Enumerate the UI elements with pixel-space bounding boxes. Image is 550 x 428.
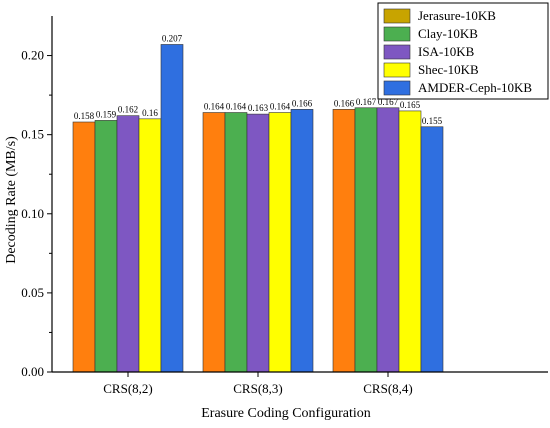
legend-label: ISA-10KB bbox=[418, 44, 475, 59]
data-label: 0.159 bbox=[96, 109, 117, 119]
data-label: 0.162 bbox=[118, 105, 138, 115]
data-label: 0.166 bbox=[292, 98, 313, 108]
data-label: 0.155 bbox=[422, 116, 443, 126]
bar-shec-10kb-2 bbox=[398, 110, 422, 373]
bar-clay-10kb-0 bbox=[94, 120, 118, 373]
legend-swatch bbox=[383, 62, 411, 78]
y-tick-label: 0.15 bbox=[21, 127, 44, 142]
data-label: 0.158 bbox=[74, 111, 95, 121]
bar-clay-10kb-2 bbox=[354, 107, 378, 373]
y-tick-label: 0.00 bbox=[21, 364, 44, 379]
data-label: 0.166 bbox=[334, 98, 355, 108]
legend-label: AMDER-Ceph-10KB bbox=[418, 80, 532, 95]
bars-layer bbox=[72, 44, 444, 373]
y-tick-label: 0.20 bbox=[21, 48, 44, 63]
x-tick-label: CRS(8,3) bbox=[233, 381, 282, 396]
bar-isa-10kb-0 bbox=[116, 115, 140, 373]
bar-shec-10kb-0 bbox=[138, 118, 162, 373]
bar-isa-10kb-2 bbox=[376, 107, 400, 373]
data-label: 0.164 bbox=[226, 102, 247, 112]
data-label: 0.207 bbox=[162, 33, 183, 43]
y-axis-title: Decoding Rate (MB/s) bbox=[4, 136, 19, 264]
bar-shec-10kb-1 bbox=[268, 112, 292, 373]
data-label: 0.167 bbox=[356, 97, 377, 107]
legend-label: Jerasure-10KB bbox=[418, 8, 496, 23]
y-tick-label: 0.05 bbox=[21, 285, 44, 300]
bar-jerasure-10kb-0 bbox=[72, 121, 96, 373]
legend-swatch bbox=[383, 80, 411, 96]
x-axis-title: Erasure Coding Configuration bbox=[201, 406, 371, 421]
data-label: 0.16 bbox=[142, 108, 158, 118]
bar-amder-ceph-10kb-2 bbox=[420, 126, 444, 373]
data-label: 0.164 bbox=[270, 102, 291, 112]
legend-swatch bbox=[383, 44, 411, 60]
legend-swatch bbox=[383, 8, 411, 24]
legend-label: Shec-10KB bbox=[418, 62, 479, 77]
data-label: 0.163 bbox=[248, 103, 269, 113]
legend-label: Clay-10KB bbox=[418, 26, 478, 41]
y-tick-label: 0.10 bbox=[21, 206, 44, 221]
legend-swatch bbox=[383, 26, 411, 42]
bar-isa-10kb-1 bbox=[246, 113, 270, 373]
bar-clay-10kb-1 bbox=[224, 112, 248, 373]
axes-layer: CRS(8,2) CRS(8,3) CRS(8,4) 0.00 0.05 0.10 0.15… bbox=[21, 16, 548, 396]
bar-jerasure-10kb-1 bbox=[202, 112, 226, 373]
data-label: 0.167 bbox=[378, 97, 399, 107]
legend: Jerasure-10KB Clay-10KB ISA-10KB Shec-10KB A… bbox=[377, 2, 549, 100]
bar-amder-ceph-10kb-0 bbox=[160, 44, 184, 373]
bar-amder-ceph-10kb-1 bbox=[290, 109, 314, 373]
bar-jerasure-10kb-2 bbox=[332, 109, 356, 373]
data-label: 0.165 bbox=[400, 100, 421, 110]
data-label: 0.164 bbox=[204, 102, 225, 112]
x-tick-label: CRS(8,2) bbox=[103, 381, 152, 396]
x-tick-label: CRS(8,4) bbox=[363, 381, 412, 396]
